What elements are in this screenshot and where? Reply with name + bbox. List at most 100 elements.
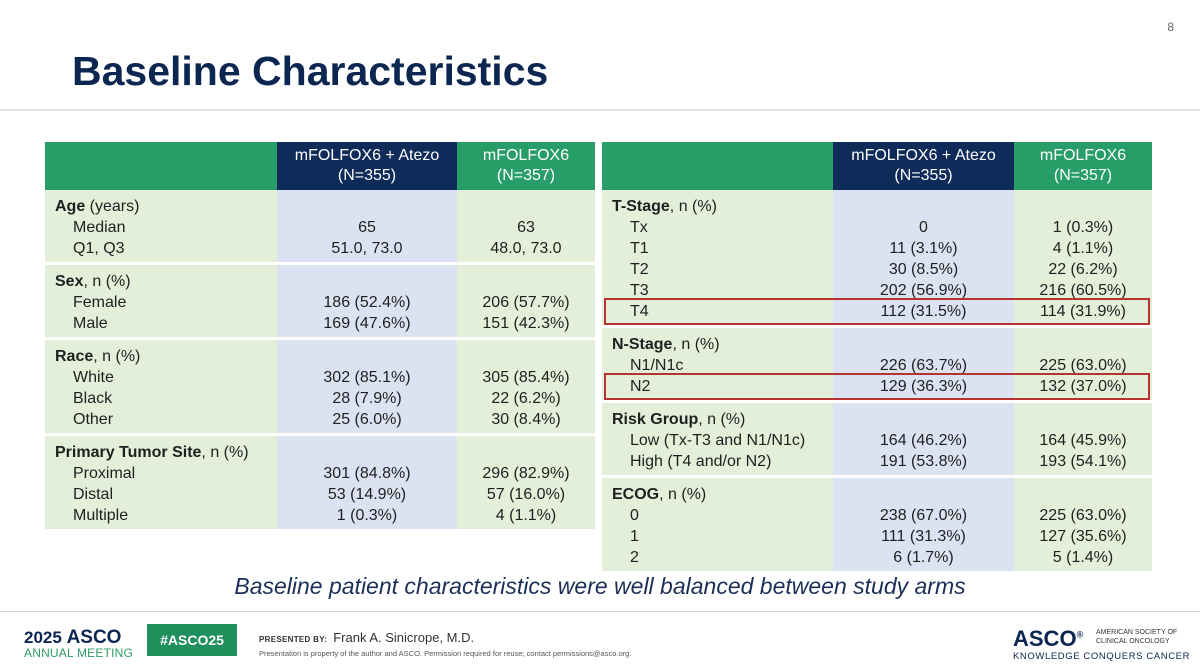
atezo-value: 238 (67.0%) (879, 507, 968, 524)
atezo-value: 11 (3.1%) (889, 240, 958, 257)
characteristic-group: Race, n (%) White Black Other 302 (85.1%) 28 … (45, 340, 595, 433)
mfolfox6-value: 22 (6.2%) (491, 390, 561, 407)
group-heading: ECOG, n (%) (612, 484, 833, 505)
table-body-right: T-Stage, n (%) Tx T1 T2 T3 T4 0 11 (3.1%) 30 (8.… (602, 190, 1152, 571)
atezo-value-cell: 302 (85.1%) 28 (7.9%) 25 (6.0%) (277, 340, 457, 433)
asco-tagline: KNOWLEDGE CONQUERS CANCER (1013, 651, 1191, 662)
characteristic-group: N-Stage, n (%) N1/N1c N2 226 (63.7%) 129 (36… (602, 328, 1152, 400)
row-label: Male (73, 315, 108, 332)
group-heading: Primary Tumor Site, n (%) (55, 442, 277, 463)
baseline-table-left: mFOLFOX6 + Atezo (N=355) mFOLFOX6 (N=357) … (45, 142, 595, 529)
row-label: High (T4 and/or N2) (630, 453, 772, 470)
mfolfox6-value: 225 (63.0%) (1039, 507, 1127, 524)
characteristic-group: Age (years) Median Q1, Q3 65 51.0, 73.0 63 48.… (45, 190, 595, 262)
spacer (833, 334, 1014, 355)
atezo-value: 186 (52.4%) (323, 294, 411, 311)
group-heading: Race, n (%) (55, 346, 277, 367)
header-blank-cell (45, 142, 277, 190)
row-label: Black (73, 390, 113, 407)
highlight-box (604, 298, 1150, 325)
row-label: N1/N1c (630, 357, 684, 374)
spacer (833, 484, 1014, 505)
mfolfox6-value: 30 (8.4%) (491, 411, 561, 428)
group-separator (602, 475, 1152, 478)
slide-title: Baseline Characteristics (72, 48, 549, 94)
mfolfox6-value: 206 (57.7%) (482, 294, 570, 311)
mfolfox6-value: 164 (45.9%) (1039, 432, 1127, 449)
mfolfox6-value: 63 (517, 219, 535, 236)
group-separator (602, 325, 1152, 328)
mfolfox6-value: 48.0, 73.0 (490, 240, 562, 257)
mfolfox6-value: 114 (31.9%) (1040, 303, 1126, 320)
asco-logo-subtitle: AMERICAN SOCIETY OF CLINICAL ONCOLOGY (1096, 629, 1178, 645)
mfolfox6-value-cell: 164 (45.9%) 193 (54.1%) (1014, 403, 1152, 475)
atezo-value: 25 (6.0%) (332, 411, 402, 428)
spacer (277, 346, 457, 367)
group-separator (45, 337, 595, 340)
atezo-value: 1 (0.3%) (336, 507, 398, 524)
mfolfox6-value-cell: 206 (57.7%) 151 (42.3%) (457, 265, 595, 337)
atezo-value-cell: 65 51.0, 73.0 (277, 190, 457, 262)
row-label: White (73, 369, 114, 386)
group-title: Race (55, 348, 94, 365)
spacer (1014, 334, 1152, 355)
atezo-value-cell: 301 (84.8%) 53 (14.9%) 1 (0.3%) (277, 436, 457, 529)
conclusion-tagline: Baseline patient characteristics were we… (234, 573, 966, 599)
group-unit: , n (%) (83, 273, 131, 290)
header-mfolfox6-arm: mFOLFOX6 (N=357) (457, 142, 595, 190)
spacer (277, 271, 457, 292)
group-unit: (years) (85, 198, 140, 215)
spacer (833, 196, 1014, 217)
group-title: T-Stage (612, 198, 670, 215)
group-title: ECOG (612, 486, 660, 503)
spacer (457, 196, 595, 217)
group-separator (45, 433, 595, 436)
atezo-value-cell: 238 (67.0%) 111 (31.3%) 6 (1.7%) (833, 478, 1014, 571)
mfolfox6-value-cell: 225 (63.0%) 127 (35.6%) 5 (1.4%) (1014, 478, 1152, 571)
group-label-cell: Sex, n (%) Female Male (45, 265, 277, 337)
atezo-value: 6 (1.7%) (893, 549, 954, 566)
mfolfox6-value: 216 (60.5%) (1039, 282, 1127, 299)
spacer (277, 196, 457, 217)
atezo-value: 111 (31.3%) (881, 528, 966, 545)
mfolfox6-value: 57 (16.0%) (486, 486, 566, 503)
group-label-cell: N-Stage, n (%) N1/N1c N2 (602, 328, 833, 400)
mfolfox6-value: 151 (42.3%) (482, 315, 570, 332)
group-heading: T-Stage, n (%) (612, 196, 833, 217)
mfolfox6-value: 1 (0.3%) (1052, 219, 1114, 236)
characteristic-group: T-Stage, n (%) Tx T1 T2 T3 T4 0 11 (3.1%) 30 (8.… (602, 190, 1152, 325)
row-label: Tx (630, 219, 648, 236)
row-label: N2 (630, 378, 651, 395)
group-label-cell: Age (years) Median Q1, Q3 (45, 190, 277, 262)
mfolfox6-value-cell: 225 (63.0%) 132 (37.0%) (1014, 328, 1152, 400)
atezo-value: 191 (53.8%) (879, 453, 968, 470)
header-atezo-arm: mFOLFOX6 + Atezo (N=355) (277, 142, 457, 190)
header-blank-cell (602, 142, 833, 190)
atezo-value: 51.0, 73.0 (331, 240, 403, 257)
group-separator (45, 262, 595, 265)
mfolfox6-value-cell: 1 (0.3%) 4 (1.1%) 22 (6.2%) 216 (60.5%) 114 … (1014, 190, 1152, 325)
atezo-value: 28 (7.9%) (332, 390, 402, 407)
table-header-row: mFOLFOX6 + Atezo (N=355) mFOLFOX6 (N=357) (45, 142, 595, 190)
mfolfox6-value-cell: 296 (82.9%) 57 (16.0%) 4 (1.1%) (457, 436, 595, 529)
group-heading: Risk Group, n (%) (612, 409, 833, 430)
mfolfox6-value: 296 (82.9%) (482, 465, 570, 482)
group-label-cell: T-Stage, n (%) Tx T1 T2 T3 T4 (602, 190, 833, 325)
group-label-cell: Race, n (%) White Black Other (45, 340, 277, 433)
group-unit: , n (%) (672, 336, 720, 353)
row-label: T3 (630, 282, 649, 299)
spacer (457, 346, 595, 367)
characteristic-group: ECOG, n (%) 0 1 2 238 (67.0%) 111 (31.3%) 6 (1… (602, 478, 1152, 571)
atezo-value: 129 (36.3%) (879, 378, 968, 395)
footer-disclaimer: Presentation is property of the author a… (259, 649, 632, 658)
table-header-row: mFOLFOX6 + Atezo (N=355) mFOLFOX6 (N=357) (602, 142, 1152, 190)
mfolfox6-value-cell: 63 48.0, 73.0 (457, 190, 595, 262)
mfolfox6-value: 22 (6.2%) (1048, 261, 1118, 278)
title-divider (0, 109, 1200, 111)
group-separator (602, 400, 1152, 403)
group-unit: , n (%) (669, 198, 717, 215)
row-label: T2 (630, 261, 649, 278)
row-label: Median (73, 219, 126, 236)
atezo-value: 30 (8.5%) (888, 261, 959, 278)
group-title: Primary Tumor Site (55, 444, 202, 461)
